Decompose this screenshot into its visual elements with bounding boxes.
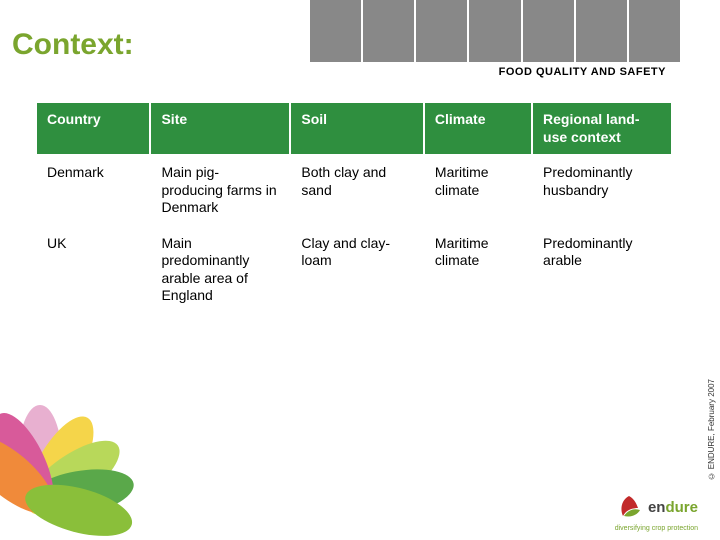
- table-cell: Predominantly husbandry: [532, 155, 672, 226]
- copyright-text: © ENDURE, February 2007: [707, 379, 716, 480]
- logo-text: endure: [648, 499, 698, 516]
- decorative-florets: [0, 350, 190, 540]
- context-table: Country Site Soil Climate Regional land-…: [34, 100, 674, 316]
- table-cell: Maritime climate: [424, 155, 532, 226]
- table-header: Climate: [424, 102, 532, 155]
- table-header: Site: [150, 102, 290, 155]
- collage-photo: [363, 0, 414, 62]
- table-cell: Predominantly arable: [532, 226, 672, 314]
- table-cell: Clay and clay-loam: [290, 226, 424, 314]
- table-cell: Both clay and sand: [290, 155, 424, 226]
- logo-text-b: dure: [665, 499, 698, 516]
- logo-text-a: en: [648, 499, 666, 516]
- table-cell: Maritime climate: [424, 226, 532, 314]
- collage-photo: [523, 0, 574, 62]
- table-cell: Main pig-producing farms in Denmark: [150, 155, 290, 226]
- collage-photo: [629, 0, 680, 62]
- table-header: Country: [36, 102, 150, 155]
- table-header: Regional land-use context: [532, 102, 672, 155]
- logo-tagline: diversifying crop protection: [615, 525, 698, 532]
- endure-logo: endure: [616, 494, 698, 520]
- leaf-icon: [616, 494, 642, 520]
- table-cell: Denmark: [36, 155, 150, 226]
- collage-photo: [310, 0, 361, 62]
- table-row: Denmark Main pig-producing farms in Denm…: [36, 155, 672, 226]
- collage-photo: [576, 0, 627, 62]
- header-photo-collage: [310, 0, 680, 62]
- table-cell: Main predominantly arable area of Englan…: [150, 226, 290, 314]
- table-row: UK Main predominantly arable area of Eng…: [36, 226, 672, 314]
- slide-title: Context:: [12, 28, 134, 62]
- table-cell: UK: [36, 226, 150, 314]
- slide-subtitle: FOOD QUALITY AND SAFETY: [499, 66, 666, 78]
- table-header: Soil: [290, 102, 424, 155]
- collage-photo: [416, 0, 467, 62]
- collage-photo: [469, 0, 520, 62]
